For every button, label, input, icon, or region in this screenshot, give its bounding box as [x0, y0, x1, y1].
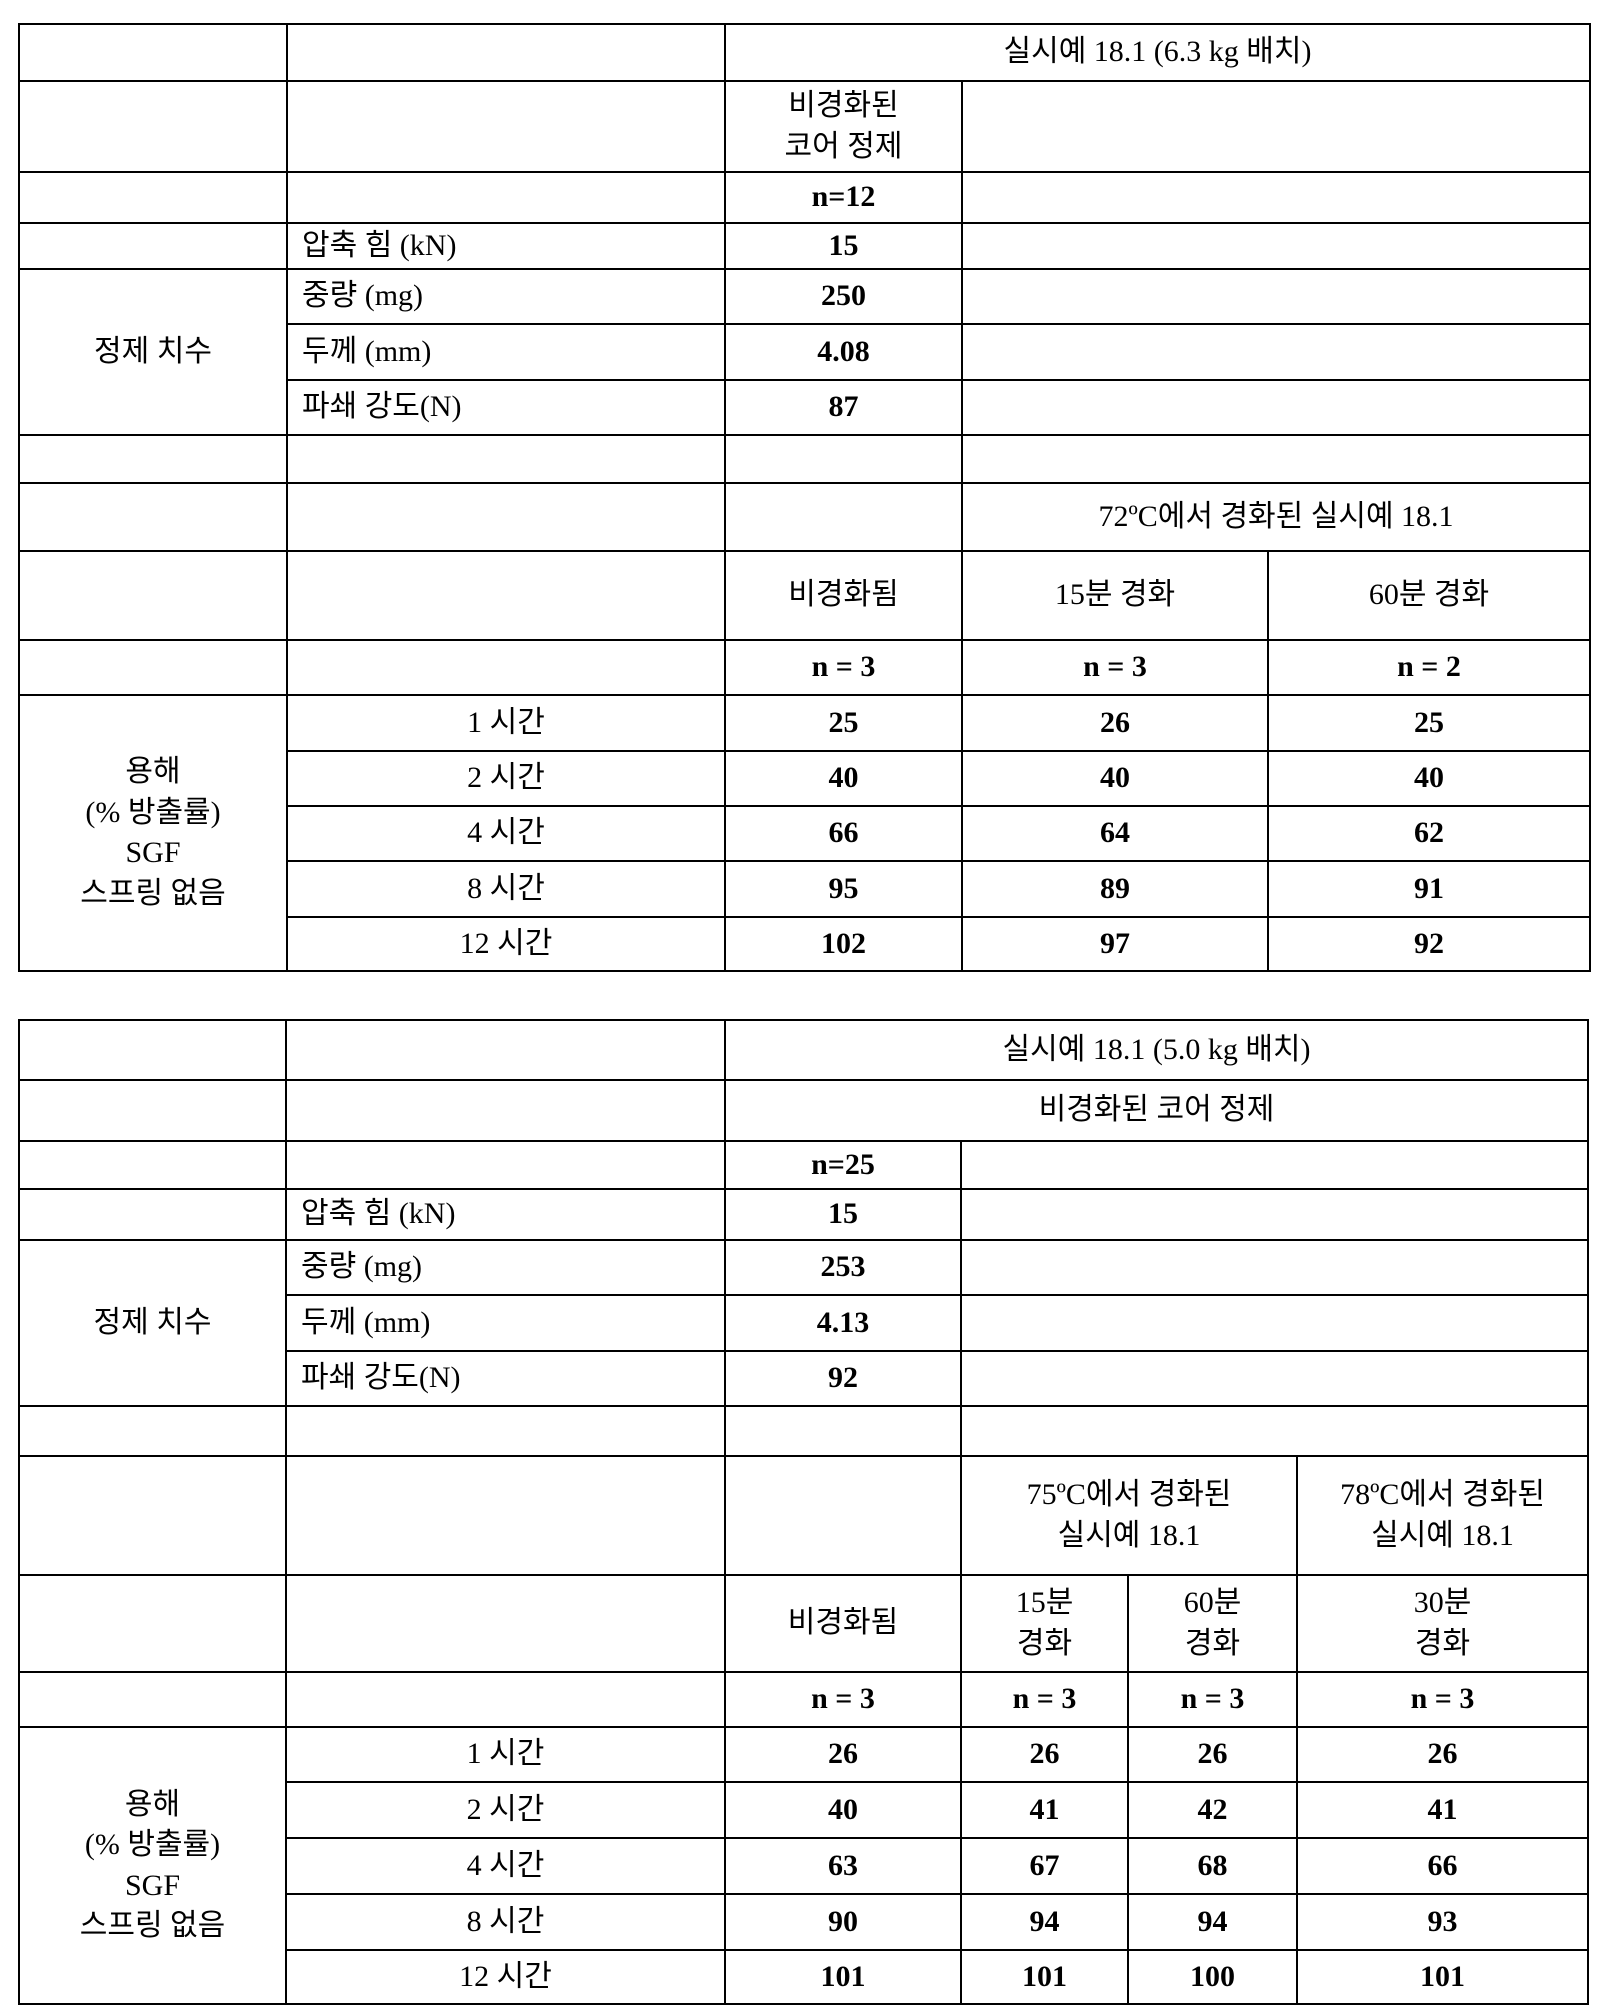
column-header: 비경화됨 — [725, 551, 962, 640]
cell: 89 — [962, 861, 1268, 917]
time-label: 8 시간 — [286, 1894, 725, 1950]
cell: 67 — [961, 1838, 1128, 1894]
cell: 26 — [1297, 1727, 1588, 1782]
n-value: n = 3 — [1128, 1672, 1297, 1727]
time-label: 2 시간 — [286, 1782, 725, 1838]
cell: 95 — [725, 861, 962, 917]
weight-value: 250 — [725, 269, 962, 324]
column-header: 60분 경화 — [1268, 551, 1590, 640]
cell: 102 — [725, 917, 962, 971]
column-header: 15분 경화 — [962, 551, 1268, 640]
time-label: 1 시간 — [286, 1727, 725, 1782]
cell: 25 — [1268, 695, 1590, 751]
n-value: n = 3 — [1297, 1672, 1588, 1727]
n-core: n=12 — [725, 172, 962, 223]
weight-value: 253 — [725, 1240, 961, 1295]
table-row: 용해 (% 방출률) SGF 스프링 없음1 시간26262626 — [19, 1727, 1588, 1782]
cell: 40 — [962, 751, 1268, 806]
weight-label: 중량 (mg) — [286, 1240, 725, 1295]
compression-value: 15 — [725, 223, 962, 269]
n-value: n = 2 — [1268, 640, 1590, 695]
core-header: 비경화된 코어 정제 — [725, 81, 962, 172]
table-5-0kg-batch: 실시예 18.1 (5.0 kg 배치) 비경화된 코어 정제 n=25 압축 … — [18, 1019, 1589, 2005]
cell: 101 — [1297, 1950, 1588, 2004]
cell: 90 — [725, 1894, 961, 1950]
cell: 26 — [725, 1727, 961, 1782]
thickness-value: 4.08 — [725, 324, 962, 380]
cell: 63 — [725, 1838, 961, 1894]
breaking-label: 파쇄 강도(N) — [287, 380, 725, 435]
n-value: n = 3 — [961, 1672, 1128, 1727]
breaking-value: 92 — [725, 1351, 961, 1406]
dissolution-label: 용해 (% 방출률) SGF 스프링 없음 — [19, 1727, 286, 2004]
cell: 92 — [1268, 917, 1590, 971]
time-label: 8 시간 — [287, 861, 725, 917]
thickness-label: 두께 (mm) — [286, 1295, 725, 1351]
time-label: 12 시간 — [287, 917, 725, 971]
table-title: 실시예 18.1 (5.0 kg 배치) — [725, 1020, 1588, 1080]
n-value: n = 3 — [725, 1672, 961, 1727]
cell: 64 — [962, 806, 1268, 861]
core-header: 비경화된 코어 정제 — [725, 1080, 1588, 1141]
breaking-value: 87 — [725, 380, 962, 435]
cured-title: 72ºC에서 경화된 실시예 18.1 — [962, 483, 1590, 551]
dims-label: 정제 치수 — [19, 269, 287, 435]
cured-75-header: 75ºC에서 경화된 실시예 18.1 — [961, 1456, 1297, 1575]
cell: 41 — [1297, 1782, 1588, 1838]
cell: 101 — [725, 1950, 961, 2004]
cell: 26 — [1128, 1727, 1297, 1782]
compression-label: 압축 힘 (kN) — [287, 223, 725, 269]
time-label: 4 시간 — [287, 806, 725, 861]
time-label: 2 시간 — [287, 751, 725, 806]
thickness-label: 두께 (mm) — [287, 324, 725, 380]
cell: 101 — [961, 1950, 1128, 2004]
cell: 40 — [1268, 751, 1590, 806]
table-title: 실시예 18.1 (6.3 kg 배치) — [725, 24, 1590, 81]
cell: 25 — [725, 695, 962, 751]
n-value: n = 3 — [725, 640, 962, 695]
cell: 66 — [725, 806, 962, 861]
cell: 93 — [1297, 1894, 1588, 1950]
column-header: 60분 경화 — [1128, 1575, 1297, 1672]
table-row: 용해 (% 방출률) SGF 스프링 없음1 시간252625 — [19, 695, 1590, 751]
cell: 68 — [1128, 1838, 1297, 1894]
compression-value: 15 — [725, 1189, 961, 1240]
thickness-value: 4.13 — [725, 1295, 961, 1351]
cell: 94 — [1128, 1894, 1297, 1950]
table-6-3kg-batch: 실시예 18.1 (6.3 kg 배치) 비경화된 코어 정제 n=12 압축 … — [18, 23, 1591, 972]
n-value: n = 3 — [962, 640, 1268, 695]
cell: 94 — [961, 1894, 1128, 1950]
column-header: 15분 경화 — [961, 1575, 1128, 1672]
cell: 40 — [725, 751, 962, 806]
n-core: n=25 — [725, 1141, 961, 1189]
column-header: 비경화됨 — [725, 1575, 961, 1672]
cured-78-header: 78ºC에서 경화된 실시예 18.1 — [1297, 1456, 1588, 1575]
time-label: 12 시간 — [286, 1950, 725, 2004]
column-header: 30분 경화 — [1297, 1575, 1588, 1672]
dissolution-label: 용해 (% 방출률) SGF 스프링 없음 — [19, 695, 287, 971]
dims-label: 정제 치수 — [19, 1240, 286, 1406]
cell: 41 — [961, 1782, 1128, 1838]
breaking-label: 파쇄 강도(N) — [286, 1351, 725, 1406]
cell: 42 — [1128, 1782, 1297, 1838]
cell: 91 — [1268, 861, 1590, 917]
time-label: 1 시간 — [287, 695, 725, 751]
cell: 97 — [962, 917, 1268, 971]
cell: 66 — [1297, 1838, 1588, 1894]
cell: 26 — [962, 695, 1268, 751]
time-label: 4 시간 — [286, 1838, 725, 1894]
cell: 62 — [1268, 806, 1590, 861]
cell: 100 — [1128, 1950, 1297, 2004]
cell: 26 — [961, 1727, 1128, 1782]
cell: 40 — [725, 1782, 961, 1838]
weight-label: 중량 (mg) — [287, 269, 725, 324]
compression-label: 압축 힘 (kN) — [286, 1189, 725, 1240]
